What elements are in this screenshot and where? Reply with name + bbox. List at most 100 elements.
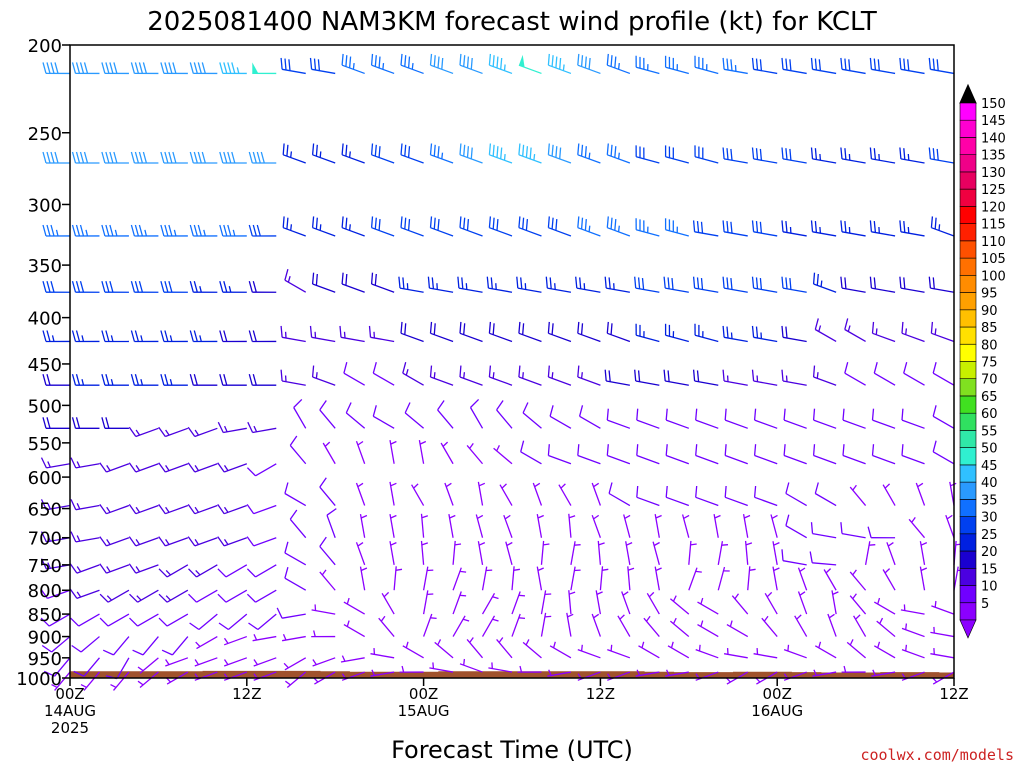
y-tick-label: 500: [28, 396, 62, 417]
wind-barb: [289, 435, 307, 465]
colorbar-label: 70: [981, 373, 998, 388]
wind-barb: [812, 365, 837, 386]
ground-layer: [70, 670, 954, 678]
wind-barb: [422, 613, 437, 637]
wind-barb: [810, 522, 837, 539]
wind-barb: [194, 657, 218, 667]
wind-barb: [188, 564, 218, 578]
wind-barb: [378, 615, 395, 637]
y-tick-label: 600: [28, 468, 62, 489]
wind-barb: [871, 408, 896, 429]
wind-barb: [634, 369, 660, 386]
wind-barb: [281, 634, 306, 642]
wind-barb: [339, 325, 365, 343]
wind-barb: [160, 224, 188, 237]
wind-barb: [422, 566, 434, 591]
wind-barb: [781, 325, 807, 343]
wind-barb: [189, 330, 218, 343]
y-tick-label: 400: [28, 309, 62, 330]
wind-barb: [389, 481, 397, 506]
wind-barb: [370, 669, 395, 677]
wind-barb: [42, 374, 71, 386]
wind-barb: [217, 536, 248, 547]
wind-barb: [949, 481, 957, 506]
wind-barb: [276, 607, 306, 619]
wind-barb: [930, 321, 955, 343]
wind-barb: [248, 613, 277, 631]
colorbar-swatch: [959, 188, 977, 207]
wind-barb: [253, 657, 277, 667]
wind-barb: [359, 513, 368, 538]
wind-barb: [646, 591, 660, 615]
wind-barb: [635, 55, 660, 75]
wind-barb: [398, 276, 424, 293]
wind-barb: [481, 615, 499, 637]
wind-barb: [840, 276, 866, 293]
wind-barb: [389, 439, 397, 464]
wind-barb: [488, 365, 513, 386]
wind-barb: [781, 57, 807, 75]
wind-barb: [532, 482, 543, 506]
wind-barb: [477, 541, 486, 565]
credit-text: coolwx.com/models: [860, 746, 1014, 764]
wind-barb: [547, 53, 572, 75]
wind-barb: [636, 485, 660, 507]
wind-barb: [751, 325, 778, 343]
wind-barb: [869, 276, 896, 293]
wind-barb: [137, 671, 159, 688]
wind-barb: [695, 644, 719, 659]
wind-barb: [99, 589, 130, 603]
wind-barb: [284, 269, 307, 293]
wind-barb: [591, 613, 602, 637]
wind-barb: [516, 276, 542, 293]
wind-barb: [772, 541, 780, 565]
wind-barb: [781, 220, 807, 237]
chart-title: 2025081400 NAM3KM forecast wind profile …: [147, 7, 877, 37]
wind-barb: [840, 220, 866, 237]
wind-barb: [370, 272, 395, 293]
wind-barb: [536, 513, 544, 538]
wind-barb: [128, 426, 159, 438]
wind-barb: [871, 444, 896, 465]
wind-barb: [919, 541, 928, 565]
wind-barb: [218, 613, 248, 631]
wind-barb: [99, 563, 130, 574]
wind-barb: [545, 276, 572, 293]
wind-barb: [130, 374, 159, 386]
wind-barb: [70, 499, 100, 511]
wind-barb: [187, 504, 218, 515]
x-tick-label: 16AUG: [751, 702, 803, 720]
wind-barb: [101, 417, 129, 429]
wind-barb: [812, 272, 837, 293]
wind-barb: [40, 499, 71, 511]
wind-barb: [869, 147, 896, 164]
y-tick-label: 650: [28, 500, 62, 521]
wind-barb: [101, 281, 129, 293]
wind-barb: [429, 365, 454, 386]
wind-barb: [873, 362, 896, 386]
wind-barb: [635, 669, 660, 677]
wind-barb: [899, 147, 925, 164]
wind-barb: [102, 636, 130, 656]
wind-barb: [137, 657, 159, 674]
wind-barb: [669, 617, 690, 638]
wind-barb: [540, 612, 552, 637]
wind-barb: [781, 147, 807, 164]
wind-barb: [876, 617, 896, 638]
wind-barb: [457, 276, 483, 293]
colorbar-swatch: [959, 602, 977, 621]
wind-barb: [481, 592, 499, 615]
wind-barb: [69, 588, 100, 600]
wind-barb: [187, 426, 218, 438]
wind-barb: [761, 615, 778, 637]
wind-barb: [43, 657, 71, 677]
wind-barb: [246, 564, 277, 578]
colorbar-label: 80: [981, 338, 998, 353]
wind-barb: [40, 588, 71, 600]
wind-barb: [217, 564, 248, 578]
wind-barb: [901, 444, 925, 465]
wind-barb: [871, 669, 896, 677]
x-tick-label: 12Z: [232, 685, 261, 703]
wind-barb: [814, 482, 837, 507]
wind-barb: [547, 669, 572, 677]
